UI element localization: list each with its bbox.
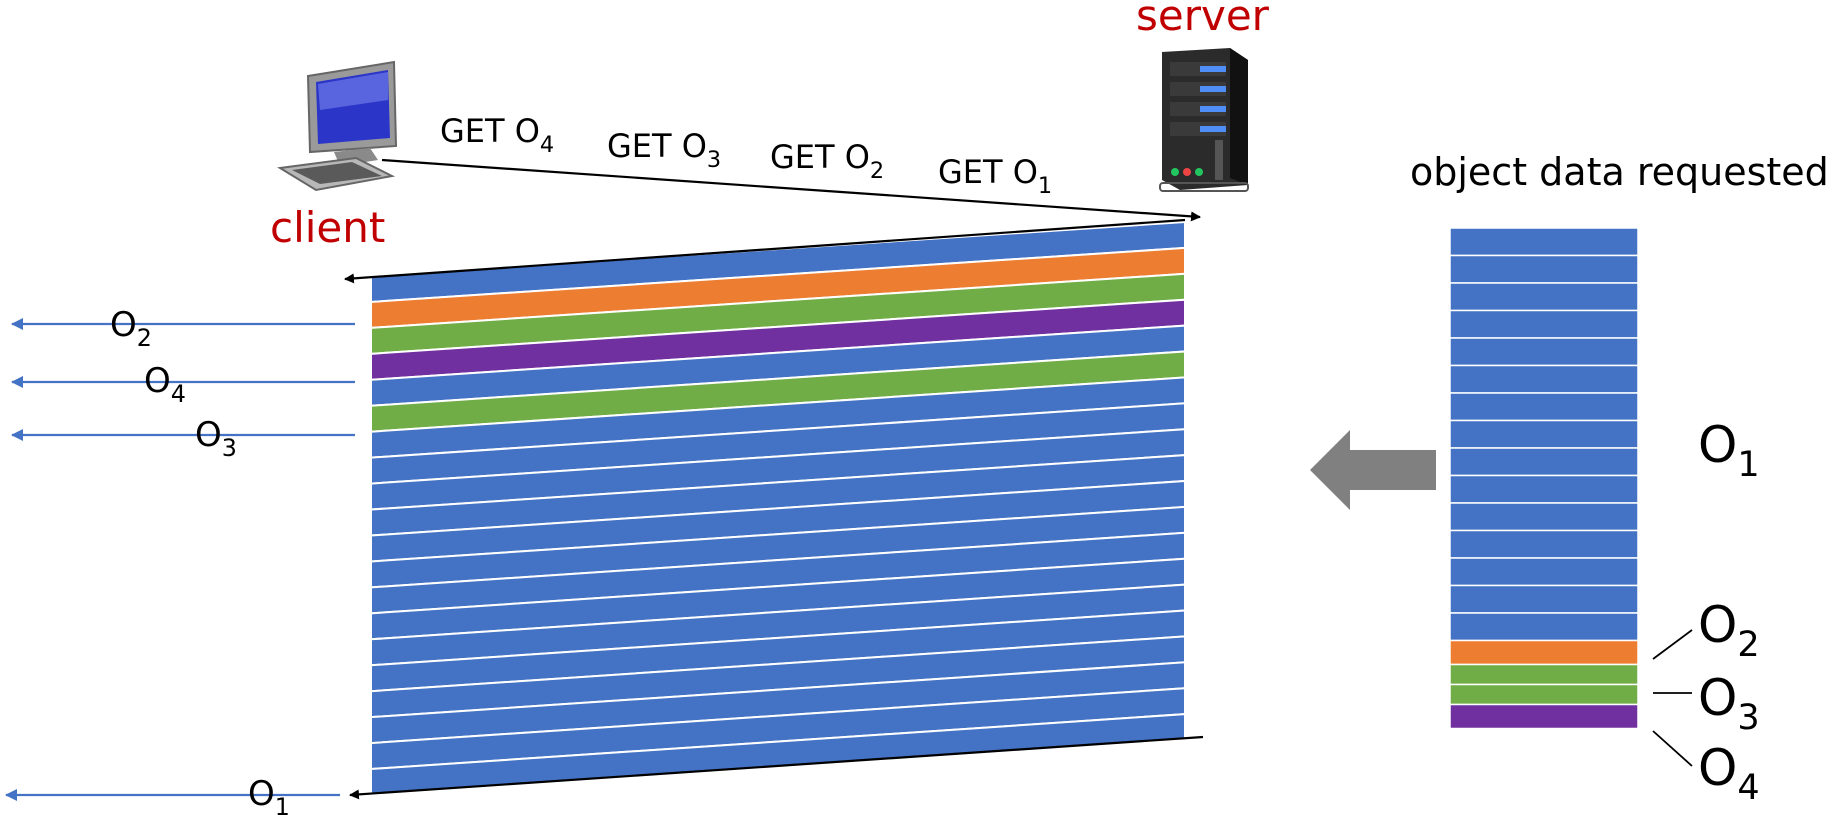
- request-label-o2: GET O2: [770, 138, 884, 184]
- queue-block-o1: [1449, 364, 1639, 394]
- queue-block-o1: [1449, 254, 1639, 284]
- queue-block-o1: [1449, 227, 1639, 257]
- queue-block-o1: [1449, 419, 1639, 449]
- queue-label-o1: O1: [1698, 416, 1760, 485]
- arrival-label-o2: O2: [110, 305, 152, 352]
- queue-label-o3: O3: [1698, 669, 1760, 738]
- response-start-arrow: [344, 218, 1186, 284]
- client-computer-icon: [277, 60, 398, 192]
- queue-block-o1: [1449, 474, 1639, 504]
- arrival-label-o4: O4: [144, 361, 186, 408]
- queue-block-o1: [1449, 529, 1639, 559]
- frame-o1: [370, 713, 1186, 797]
- queue-block-o1: [1449, 309, 1639, 339]
- request-label-o1: GET O1: [938, 153, 1052, 199]
- queue-block-o1: [1449, 502, 1639, 532]
- client-label: client: [270, 203, 385, 252]
- queue-block-o1: [1449, 584, 1639, 614]
- big-gray-arrow: [1310, 430, 1436, 510]
- server-label: server: [1136, 0, 1270, 40]
- queue-block-o2: [1449, 639, 1639, 666]
- queue-label-o2: O2: [1698, 596, 1760, 665]
- leader-line-o4: [1652, 730, 1693, 767]
- queue-title: object data requested: [1410, 150, 1829, 194]
- queue-block-o1: [1449, 337, 1639, 367]
- object-queue: [1449, 227, 1639, 730]
- queue-block-o3: [1449, 663, 1639, 686]
- request-label-o3: GET O3: [607, 127, 721, 173]
- response-end-arrow: [349, 735, 1204, 800]
- queue-block-o1: [1449, 557, 1639, 587]
- leader-line-o2: [1652, 629, 1693, 660]
- response-frames: [370, 220, 1186, 797]
- request-arrow: [381, 158, 1201, 222]
- arrival-label-o3: O3: [195, 415, 237, 462]
- queue-block-o3: [1449, 683, 1639, 706]
- server-icon: [1159, 48, 1249, 192]
- queue-label-o4: O4: [1698, 739, 1760, 808]
- queue-block-o1: [1449, 612, 1639, 642]
- queue-block-o1: [1449, 392, 1639, 422]
- arrival-label-o1: O1: [248, 774, 290, 815]
- queue-block-o1: [1449, 447, 1639, 477]
- request-label-o4: GET O4: [440, 112, 554, 158]
- queue-block-o1: [1449, 282, 1639, 312]
- queue-block-o4: [1449, 703, 1639, 730]
